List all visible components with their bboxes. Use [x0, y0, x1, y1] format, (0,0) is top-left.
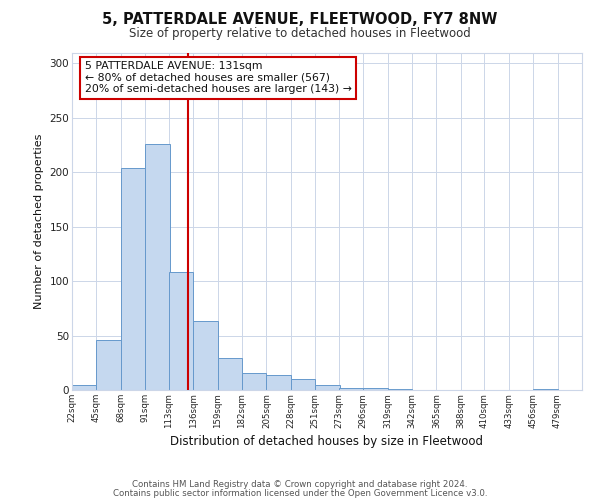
Bar: [169, 272, 193, 390]
Text: Size of property relative to detached houses in Fleetwood: Size of property relative to detached ho…: [129, 28, 471, 40]
Text: Contains HM Land Registry data © Crown copyright and database right 2024.: Contains HM Land Registry data © Crown c…: [132, 480, 468, 489]
Bar: [72, 384, 97, 390]
X-axis label: Distribution of detached houses by size in Fleetwood: Distribution of detached houses by size …: [170, 434, 484, 448]
Text: 5, PATTERDALE AVENUE, FLEETWOOD, FY7 8NW: 5, PATTERDALE AVENUE, FLEETWOOD, FY7 8NW: [103, 12, 497, 28]
Bar: [266, 375, 291, 390]
Bar: [121, 168, 145, 390]
Text: Contains public sector information licensed under the Open Government Licence v3: Contains public sector information licen…: [113, 488, 487, 498]
Y-axis label: Number of detached properties: Number of detached properties: [34, 134, 44, 309]
Bar: [97, 340, 121, 390]
Bar: [533, 389, 557, 390]
Bar: [193, 322, 218, 390]
Bar: [338, 388, 363, 390]
Bar: [388, 389, 412, 390]
Bar: [242, 372, 266, 390]
Bar: [218, 358, 242, 390]
Text: 5 PATTERDALE AVENUE: 131sqm
← 80% of detached houses are smaller (567)
20% of se: 5 PATTERDALE AVENUE: 131sqm ← 80% of det…: [85, 61, 352, 94]
Bar: [363, 388, 388, 390]
Bar: [291, 379, 316, 390]
Bar: [145, 144, 170, 390]
Bar: [316, 384, 340, 390]
